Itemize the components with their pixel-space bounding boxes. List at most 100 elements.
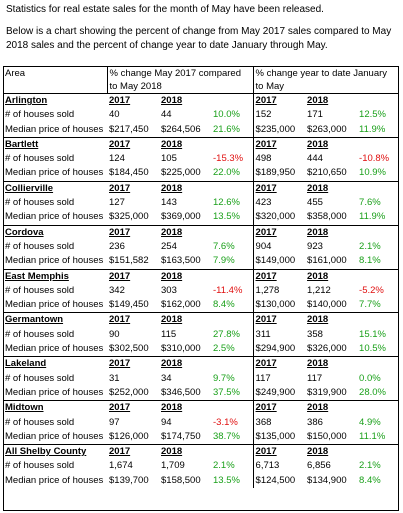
header-cell: Area	[3, 66, 107, 94]
year-label: 2017	[252, 400, 306, 416]
cell: $310,000	[161, 343, 201, 355]
cell: -11.4%	[213, 284, 243, 296]
data-row: # of houses sold 127 143 12.6% 423 455 7.6%	[3, 196, 399, 211]
cell: 6,856	[307, 460, 331, 472]
data-row: # of houses sold 31 34 9.7% 117 117 0.0%	[3, 371, 399, 386]
cell: $124,500	[252, 473, 306, 489]
spacer	[357, 180, 400, 197]
spacer	[357, 312, 400, 328]
cell: $263,000	[307, 123, 347, 135]
cell: 117	[252, 371, 306, 386]
cell: 27.8%	[213, 328, 240, 340]
cell: 444	[307, 153, 323, 165]
cell: 2.5%	[213, 343, 235, 355]
row-label: # of houses sold	[5, 372, 75, 384]
year-label: 2017	[107, 180, 159, 197]
year-label: 2018	[305, 356, 358, 372]
year-label: 2017	[252, 356, 306, 372]
cell: $264,506	[161, 123, 201, 135]
cell: 22.0%	[213, 167, 240, 179]
cell: $158,500	[161, 474, 201, 486]
data-row: Median price of houses $184,450 $225,000 22…	[3, 166, 399, 182]
cell: 143	[161, 197, 177, 209]
row-label: Median price of houses	[5, 299, 104, 311]
year-label: 2018	[159, 136, 211, 153]
area-name: All Shelby County	[3, 444, 107, 460]
cell: 15.1%	[359, 328, 386, 340]
cell: $174,750	[161, 430, 201, 442]
cell: 236	[109, 240, 125, 252]
area-name: East Memphis	[3, 268, 107, 284]
header-cell: % change year to date January to May	[252, 66, 400, 94]
cell: 8.4%	[359, 474, 381, 486]
year-label: 2018	[161, 95, 183, 106]
cell: 368	[252, 415, 306, 430]
cell: 254	[161, 240, 177, 252]
spacer	[357, 94, 399, 109]
section-row: Arlington 2017 2018 2017 2018	[3, 93, 399, 109]
data-row: # of houses sold 90 115 27.8% 311 358 15.1%	[3, 327, 399, 343]
data-row: Median price of houses $126,000 $174,750 38…	[3, 429, 399, 445]
spacer	[357, 356, 400, 372]
area-name: Cordova	[3, 224, 107, 240]
year-label: 2017	[107, 356, 159, 372]
year-label: 2018	[305, 400, 358, 416]
cell: 311	[252, 327, 306, 343]
year-label: 2017	[107, 224, 159, 240]
year-label: 2017	[252, 224, 306, 240]
cell: 904	[252, 239, 306, 255]
year-label: 2018	[305, 136, 358, 153]
cell: 455	[307, 197, 323, 209]
cell: 12.6%	[213, 197, 240, 209]
row-label: # of houses sold	[5, 197, 75, 209]
year-label: 2017	[252, 180, 306, 197]
row-label: Median price of houses	[5, 123, 104, 135]
cell: $184,450	[109, 167, 149, 179]
year-label: 2018	[305, 444, 358, 460]
cell: 13.5%	[213, 474, 240, 486]
cell: $326,000	[307, 343, 347, 355]
data-row: Median price of houses $151,582 $163,500 7.…	[3, 254, 399, 270]
area-name: Germantown	[3, 312, 107, 328]
cell: 498	[252, 152, 306, 167]
year-label: 2018	[305, 312, 358, 328]
year-label: 2017	[252, 444, 306, 460]
cell: 342	[109, 284, 125, 296]
cell: 117	[307, 372, 323, 384]
data-row: Median price of houses $217,450 $264,506 21…	[3, 122, 399, 138]
year-label: 2018	[159, 268, 211, 284]
cell: $320,000	[252, 210, 306, 226]
intro-line: Statistics for real estate sales for the…	[6, 4, 324, 15]
row-label: # of houses sold	[5, 416, 75, 428]
cell: 9.7%	[213, 372, 235, 384]
year-label: 2018	[159, 180, 211, 197]
cell: $140,000	[307, 299, 347, 311]
year-label: 2018	[307, 95, 329, 106]
spacer	[357, 224, 400, 240]
year-label: 2017	[252, 93, 306, 109]
row-label: Median price of houses	[5, 386, 104, 398]
cell: 423	[252, 196, 306, 211]
row-label: # of houses sold	[5, 284, 75, 296]
cell: $189,950	[252, 166, 306, 182]
year-label: 2018	[159, 356, 211, 372]
cell: 28.0%	[359, 386, 386, 398]
year-label: 2017	[107, 444, 159, 460]
data-row: # of houses sold 40 44 10.0% 152 171 12.5%	[3, 108, 399, 123]
cell: $151,582	[109, 255, 149, 267]
spacer	[211, 94, 253, 109]
sales-table: Area% change May 2017 compared to May 20…	[3, 66, 400, 489]
cell: 37.5%	[213, 386, 240, 398]
cell: 21.6%	[213, 123, 240, 135]
data-row: Median price of houses $325,000 $369,000 13…	[3, 210, 399, 226]
spacer	[211, 356, 254, 372]
cell: 8.4%	[213, 299, 235, 311]
row-label: # of houses sold	[5, 328, 75, 340]
cell: 358	[307, 328, 323, 340]
cell: -3.1%	[213, 416, 238, 428]
area-name: Lakeland	[3, 356, 107, 372]
row-label: Median price of houses	[5, 343, 104, 355]
cell: 386	[307, 416, 323, 428]
cell: 90	[109, 328, 120, 340]
cell: $126,000	[109, 430, 149, 442]
